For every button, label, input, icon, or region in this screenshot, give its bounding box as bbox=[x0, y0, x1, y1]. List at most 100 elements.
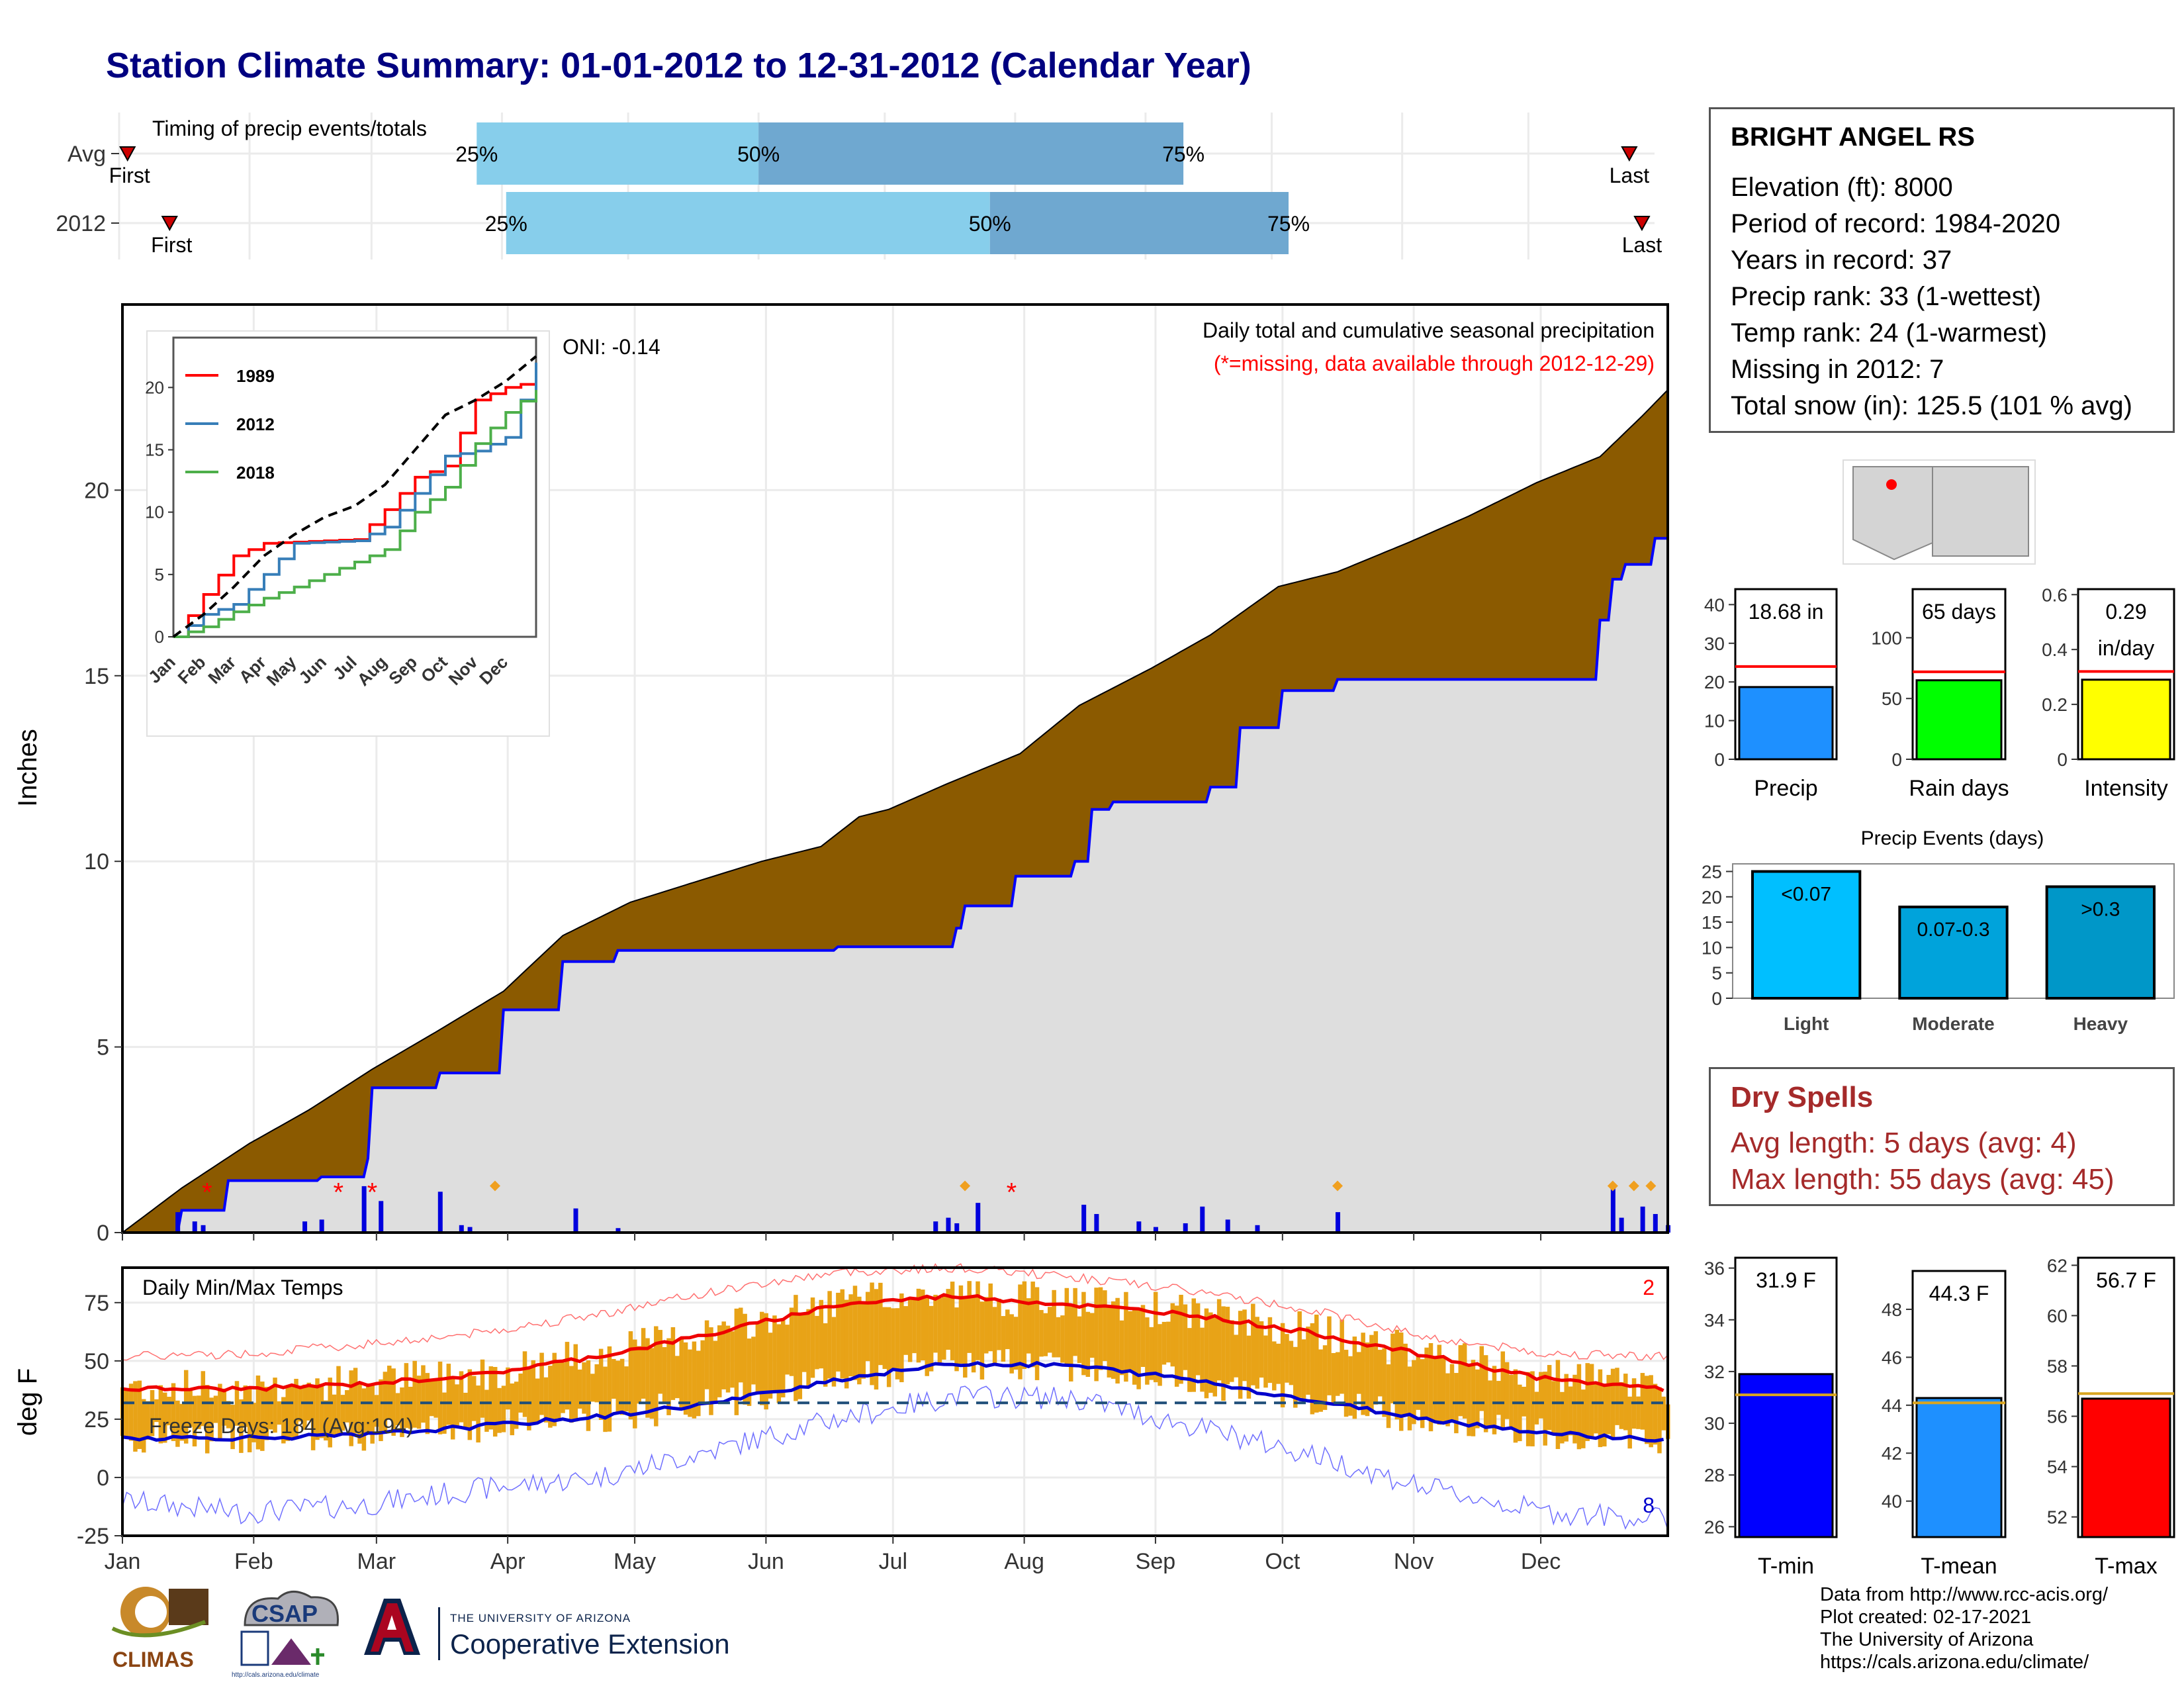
daily-temp-bar bbox=[1377, 1350, 1383, 1397]
daily-temp-bar bbox=[1064, 1288, 1069, 1367]
daily-precip-bar bbox=[1225, 1219, 1230, 1233]
daily-temp-bar bbox=[903, 1306, 908, 1355]
daily-temp-bar bbox=[1390, 1333, 1395, 1403]
inset-ytick-label: 5 bbox=[155, 565, 164, 585]
daily-temp-bar bbox=[958, 1285, 964, 1364]
daily-temp-bar bbox=[522, 1351, 527, 1417]
ua-logo bbox=[361, 1595, 424, 1662]
timing-label-25: 25% bbox=[485, 212, 527, 236]
tmax-ytick-label: 56 bbox=[2047, 1407, 2068, 1427]
daily-precip-bar bbox=[1336, 1212, 1341, 1233]
daily-temp-bar bbox=[1013, 1317, 1019, 1370]
tmean-axis-label: T-mean bbox=[1921, 1554, 1997, 1579]
intensity-bar bbox=[2081, 679, 2171, 761]
intensity-ytick-label: 0 bbox=[2057, 749, 2068, 770]
daily-temp-bar bbox=[539, 1352, 544, 1415]
daily-temp-bar bbox=[878, 1282, 883, 1366]
daily-temp-bar bbox=[268, 1387, 273, 1430]
daily-temp-bar bbox=[1191, 1298, 1197, 1392]
events-ytick-label: 25 bbox=[1702, 861, 1722, 882]
tmin-ytick-label: 26 bbox=[1704, 1517, 1725, 1537]
daily-temp-bar bbox=[933, 1294, 938, 1353]
daily-temp-bar bbox=[569, 1366, 574, 1423]
daily-temp-bar bbox=[942, 1295, 946, 1360]
snow-event-marker bbox=[1607, 1180, 1618, 1192]
precip-event-bar bbox=[1751, 870, 1862, 1000]
timing-label-75: 75% bbox=[1162, 142, 1205, 166]
daily-temp-bar bbox=[1479, 1346, 1484, 1411]
daily-temp-bar bbox=[488, 1366, 494, 1430]
daily-temp-bar bbox=[734, 1308, 739, 1415]
daily-temp-bar bbox=[471, 1376, 477, 1421]
credit-line: The University of Arizona bbox=[1820, 1629, 2034, 1650]
precip-events-title: Precip Events (days) bbox=[1861, 827, 2044, 849]
daily-temp-bar bbox=[1458, 1345, 1463, 1417]
daily-temp-bar bbox=[1179, 1294, 1183, 1384]
daily-temp-bar bbox=[1267, 1317, 1273, 1383]
daily-temp-bar bbox=[1285, 1334, 1289, 1383]
timing-label-50: 50% bbox=[969, 212, 1011, 236]
climas-logo: CLIMAS bbox=[106, 1582, 218, 1675]
daily-temp-bar bbox=[1026, 1298, 1031, 1354]
daily-temp-bar bbox=[1653, 1383, 1658, 1445]
intensity-value-label2: in/day bbox=[2098, 636, 2154, 660]
daily-temp-bar bbox=[1048, 1307, 1052, 1353]
avg-max-temp-line bbox=[122, 1293, 1664, 1393]
month-label: Jun bbox=[748, 1549, 784, 1574]
daily-temp-bar bbox=[387, 1366, 392, 1419]
daily-temp-bar bbox=[603, 1366, 608, 1432]
temp-ylabel: deg F bbox=[13, 1368, 42, 1436]
daily-temp-bar bbox=[455, 1384, 459, 1428]
daily-precip-bar bbox=[976, 1203, 981, 1233]
daily-temp-bar bbox=[772, 1315, 777, 1391]
daily-temp-bar bbox=[1661, 1396, 1666, 1430]
climas-logo-text: CLIMAS bbox=[113, 1648, 194, 1671]
tmin-value-label: 31.9 F bbox=[1756, 1268, 1816, 1292]
daily-temp-bar bbox=[501, 1385, 506, 1432]
month-label: Aug bbox=[1004, 1549, 1044, 1574]
daily-temp-bar bbox=[870, 1282, 874, 1385]
daily-temp-bar bbox=[598, 1348, 604, 1420]
daily-temp-bar bbox=[717, 1325, 722, 1397]
daily-temp-bar bbox=[340, 1395, 345, 1431]
daily-temp-bar bbox=[1161, 1321, 1167, 1365]
daily-temp-bar bbox=[916, 1288, 921, 1363]
tmax-ytick-label: 54 bbox=[2047, 1457, 2068, 1477]
tmax-ytick-label: 52 bbox=[2047, 1507, 2068, 1528]
daily-temp-bar bbox=[984, 1297, 989, 1354]
precip-event-bar-label: >0.3 bbox=[2081, 898, 2120, 920]
daily-temp-bar bbox=[197, 1395, 201, 1429]
daily-temp-bar bbox=[1115, 1297, 1120, 1384]
daily-temp-bar bbox=[1555, 1360, 1561, 1449]
daily-temp-bar bbox=[1301, 1339, 1306, 1402]
daily-temp-bar bbox=[395, 1393, 400, 1426]
station-info-box: BRIGHT ANGEL RS Elevation (ft): 8000 Per… bbox=[1709, 107, 2175, 433]
daily-temp-bar bbox=[950, 1282, 955, 1360]
daily-temp-bar bbox=[1119, 1320, 1124, 1376]
daily-temp-bar bbox=[124, 1389, 129, 1438]
precip-ytick-label: 20 bbox=[84, 478, 109, 503]
daily-temp-bar bbox=[514, 1382, 519, 1429]
daily-temp-bar bbox=[645, 1338, 650, 1418]
daily-temp-bar bbox=[1331, 1353, 1336, 1405]
daily-temp-bar bbox=[146, 1401, 150, 1440]
daily-temp-bar bbox=[1297, 1311, 1302, 1398]
page-title: Station Climate Summary: 01-01-2012 to 1… bbox=[106, 46, 1251, 85]
daily-temp-bar bbox=[633, 1339, 637, 1429]
daily-temp-bar bbox=[374, 1395, 379, 1427]
tmin-ytick-label: 28 bbox=[1704, 1465, 1725, 1485]
daily-temp-bar bbox=[1361, 1333, 1365, 1415]
inset-average-line bbox=[172, 355, 537, 638]
daily-temp-bar bbox=[819, 1299, 824, 1369]
daily-temp-bar bbox=[442, 1392, 447, 1434]
inset-ytick-label: 15 bbox=[145, 440, 164, 460]
daily-precip-bar bbox=[1081, 1204, 1087, 1233]
first-event-marker bbox=[119, 146, 136, 162]
inset-plot-area bbox=[172, 336, 537, 638]
daily-temp-bar bbox=[654, 1326, 659, 1427]
intensity-ytick-label: 0.4 bbox=[2042, 639, 2068, 660]
rain-days-value-label: 65 days bbox=[1922, 600, 1996, 624]
daily-temp-bar bbox=[175, 1400, 180, 1447]
daily-temp-bar bbox=[277, 1401, 282, 1425]
